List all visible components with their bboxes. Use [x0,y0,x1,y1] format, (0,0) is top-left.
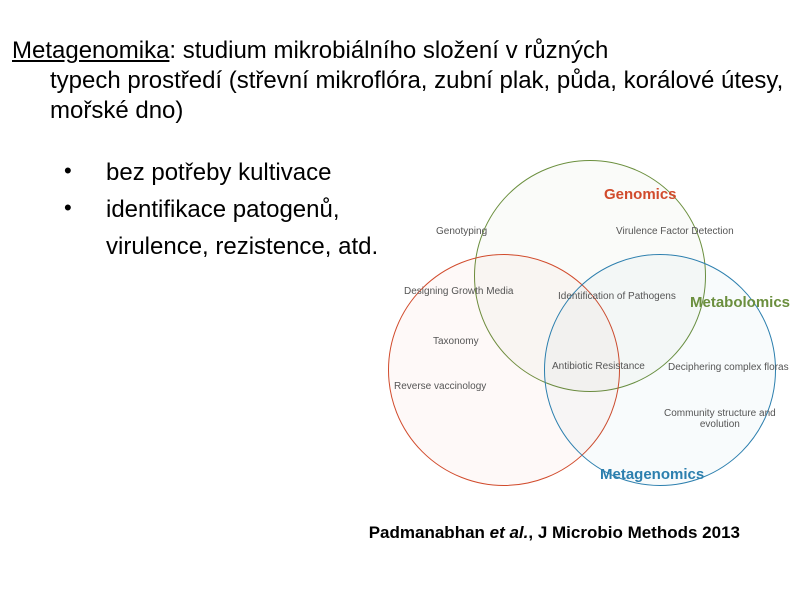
venn-label-virulence: Virulence Factor Detection [616,226,734,237]
venn-label-deciphering: Deciphering complex floras [668,362,789,373]
venn-label-growth: Designing Growth Media [404,286,514,297]
bullet-text-2: identifikace patogenů, [106,196,340,223]
venn-label-reverse: Reverse vaccinology [394,381,486,392]
citation-etal: et al. [490,523,529,542]
citation-tail: , J Microbio Methods 2013 [528,523,740,542]
intro-rest1: studium mikrobiálního složení v různých [183,37,609,64]
venn-label-community: Community structure and evolution [664,408,776,430]
citation: Padmanabhan et al., J Microbio Methods 2… [369,523,740,543]
citation-author: Padmanabhan [369,523,490,542]
venn-label-genotyping: Genotyping [436,226,487,237]
venn-title-metagenomics: Metagenomics [600,466,704,483]
bullet-text-1: bez potřeby kultivace [106,159,331,186]
venn-title-metabolomics: Metabolomics [690,294,790,311]
venn-label-community-2: evolution [700,419,740,430]
venn-label-taxonomy: Taxonomy [433,336,479,347]
venn-label-pathogens: Identification of Pathogens [558,291,676,302]
venn-title-genomics: Genomics [604,186,677,203]
intro-paragraph: Metagenomika: studium mikrobiálního slož… [10,36,784,126]
venn-label-antibiotic: Antibiotic Resistance [552,361,645,372]
intro-sep: : [169,37,182,64]
intro-rest2: typech prostředí (střevní mikroflóra, zu… [12,66,784,126]
venn-label-community-1: Community structure and [664,408,776,419]
term-metagenomika: Metagenomika [12,37,169,64]
venn-diagram: Genomics Metabolomics Metagenomics Genot… [378,166,778,488]
